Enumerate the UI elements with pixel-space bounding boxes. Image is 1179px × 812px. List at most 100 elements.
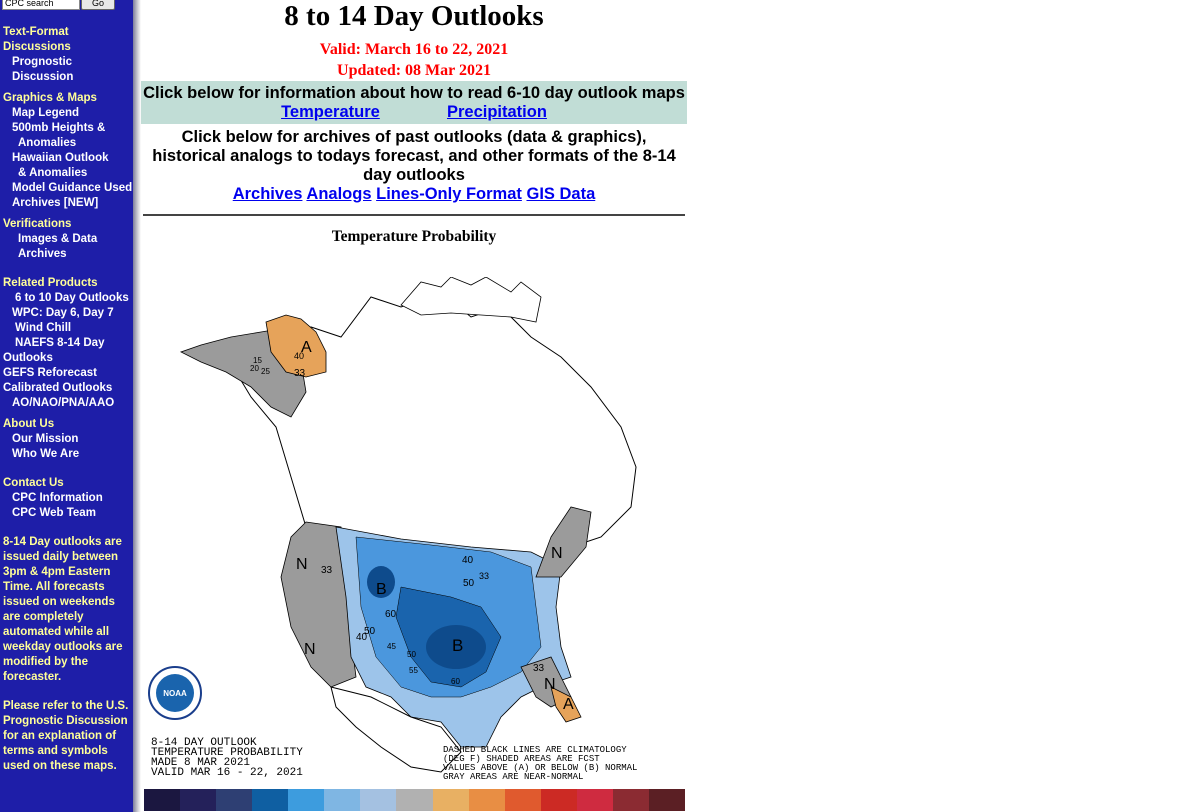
sidebar-item[interactable]: 6 to 10 Day Outlooks (15, 292, 129, 304)
temperature-link[interactable]: Temperature (281, 103, 380, 121)
map-label: 33 (533, 663, 545, 674)
sidebar-heading[interactable]: Related Products (3, 277, 98, 289)
lines-only-link[interactable]: Lines-Only Format (376, 185, 522, 203)
map-label: 20 (250, 364, 259, 373)
legend-swatch (360, 789, 397, 811)
map-label: 50 (364, 626, 376, 637)
us-below-darkest-north (367, 566, 395, 598)
sidebar-heading[interactable]: Graphics & Maps (3, 92, 97, 104)
map-label: 55 (409, 666, 418, 675)
legend-swatch (324, 789, 361, 811)
sidebar-shadow (133, 0, 141, 812)
map-label: 33 (294, 368, 306, 379)
legend-swatch (180, 789, 217, 811)
search-input[interactable]: CPC search (2, 0, 80, 10)
us-below-darkest-south (426, 625, 486, 669)
sidebar-item[interactable]: CPC Web Team (12, 507, 96, 519)
legend-swatch (288, 789, 325, 811)
map-label: 33 (479, 571, 489, 581)
map-label: 40 (356, 632, 368, 643)
sidebar-item[interactable]: Wind Chill (15, 322, 72, 334)
legend-swatch (576, 789, 613, 811)
main-content: 8 to 14 Day Outlooks Valid: March 16 to … (141, 0, 687, 246)
sidebar-heading[interactable]: Contact Us (3, 477, 64, 489)
map-label: N (544, 676, 556, 693)
map-label: 15 (253, 356, 262, 365)
legend-swatch (504, 789, 541, 811)
archive-text: Click below for archives of past outlook… (152, 128, 676, 184)
sidebar-item[interactable]: Outlooks (3, 352, 53, 364)
caption-right-line: VALUES ABOVE (A) OR BELOW (B) NORMAL (443, 763, 637, 773)
divider (143, 214, 685, 216)
legend-swatch (612, 789, 649, 811)
nav-spacer (3, 262, 135, 276)
legend-swatch (216, 789, 253, 811)
sidebar-item[interactable]: Anomalies (18, 137, 77, 149)
map-label: N (296, 556, 308, 573)
legend-swatch (252, 789, 289, 811)
legend-swatch (144, 789, 181, 811)
sidebar-nav: Text-Format Discussions Prognostic Discuss… (3, 25, 135, 774)
info-box: Click below for information about how to… (141, 81, 687, 124)
caption-left-line: VALID MAR 16 - 22, 2021 (151, 767, 303, 779)
sidebar-item[interactable]: GEFS Reforecast (3, 367, 97, 379)
gis-data-link[interactable]: GIS Data (526, 185, 596, 203)
sidebar-item[interactable]: 500mb Heights & (12, 122, 106, 134)
legend-swatch (540, 789, 577, 811)
sidebar-item[interactable]: Our Mission (12, 433, 79, 445)
updated-date: Updated: 08 Mar 2021 (337, 62, 491, 79)
caption-left: 8-14 DAY OUTLOOK TEMPERATURE PROBABILITY… (151, 737, 303, 779)
nav-spacer (3, 462, 135, 476)
sidebar-item[interactable]: AO/NAO/PNA/AAO (12, 397, 115, 409)
arctic-islands (400, 277, 542, 323)
sidebar-item[interactable]: Archives (18, 248, 67, 260)
caption-left-line: TEMPERATURE PROBABILITY (151, 747, 303, 759)
map-label: N (551, 545, 563, 562)
sidebar-item[interactable]: & Anomalies (18, 167, 88, 179)
map-label: 45 (387, 642, 396, 651)
sidebar-item[interactable]: Prognostic (12, 56, 73, 68)
map-label: 50 (463, 578, 475, 589)
mexico-land (330, 686, 462, 773)
archives-link[interactable]: Archives (232, 185, 303, 203)
map-label: 40 (462, 555, 474, 566)
legend-swatch (396, 789, 433, 811)
archive-box: Click below for archives of past outlook… (141, 124, 687, 204)
sidebar-note-schedule: 8-14 Day outlooks are issued daily betwe… (3, 536, 123, 683)
sidebar-item[interactable]: NAEFS 8-14 Day (15, 337, 105, 349)
caption-left-line: MADE 8 MAR 2021 (151, 757, 250, 769)
noaa-logo-text: NOAA (163, 689, 187, 698)
caption-left-line: 8-14 DAY OUTLOOK (151, 737, 257, 749)
sidebar-item[interactable]: Who We Are (12, 448, 80, 460)
sidebar-item[interactable]: Map Legend (12, 107, 80, 119)
sidebar-item[interactable]: Discussion (12, 71, 74, 83)
go-button[interactable]: Go (81, 0, 115, 10)
legend-swatch (648, 789, 685, 811)
sidebar-item[interactable]: Images & Data (18, 233, 98, 245)
probability-legend (144, 789, 685, 811)
map-label: 40 (294, 351, 304, 361)
sidebar-note-discussion: Please refer to the U.S. Prognostic Disc… (3, 700, 129, 772)
map-label: 25 (261, 367, 270, 376)
valid-dates: Valid: March 16 to 22, 2021 (319, 41, 509, 58)
sidebar: CPC search Go Text-Format Discussions Pro… (0, 0, 135, 812)
legend-swatch (432, 789, 469, 811)
sidebar-item[interactable]: Calibrated Outlooks (3, 382, 113, 394)
sidebar-item[interactable]: Hawaiian Outlook (12, 152, 109, 164)
sidebar-heading[interactable]: About Us (3, 418, 55, 430)
outlook-map[interactable]: NOAA 8-14 DAY OUTLOOK TEMPERATURE PROBAB… (141, 277, 687, 789)
caption-right-line: DASHED BLACK LINES ARE CLIMATOLOGY (443, 745, 627, 755)
map-label: 60 (451, 677, 460, 686)
map-label: 33 (321, 565, 333, 576)
precipitation-link[interactable]: Precipitation (446, 103, 547, 121)
sidebar-item[interactable]: WPC: Day 6, Day 7 (12, 307, 114, 319)
alaska-above (265, 314, 327, 378)
sidebar-item[interactable]: Model Guidance Used (12, 182, 133, 194)
sidebar-item[interactable]: CPC Information (12, 492, 103, 504)
caption-right-line: GRAY AREAS ARE NEAR-NORMAL (443, 772, 583, 782)
page-title: 8 to 14 Day Outlooks (284, 0, 544, 32)
sidebar-item[interactable]: Archives [NEW] (12, 197, 99, 209)
analogs-link[interactable]: Analogs (306, 185, 372, 203)
sidebar-heading[interactable]: Verifications (3, 218, 72, 230)
sidebar-heading[interactable]: Text-Format Discussions (3, 26, 71, 53)
